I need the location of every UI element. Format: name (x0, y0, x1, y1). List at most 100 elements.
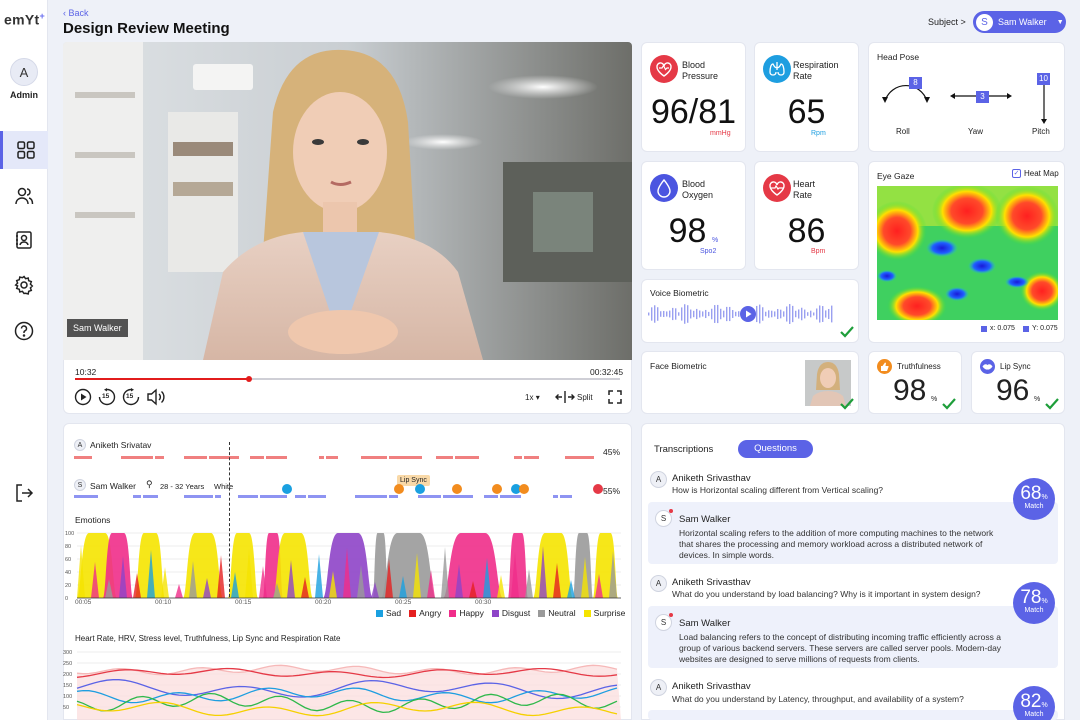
speaker-a-avatar: A (74, 439, 86, 451)
wave-bar (681, 307, 683, 321)
truth-check-icon (942, 398, 956, 410)
app-logo[interactable]: emYt+ (4, 11, 45, 28)
thumbs-up-icon (877, 359, 892, 374)
legend-item[interactable]: Angry (409, 608, 441, 618)
video-progress-track[interactable] (75, 376, 620, 382)
legend-item[interactable]: Surprise (583, 608, 626, 618)
emotion-spike (287, 560, 295, 598)
voice-play-icon[interactable] (740, 306, 756, 322)
volume-icon[interactable] (146, 388, 166, 406)
emotion-spike (175, 584, 183, 598)
answer-1-line-2: that shares the processing and memory wo… (679, 539, 983, 549)
speaker-s-age: 28 - 32 Years (160, 482, 205, 491)
speech-segment (553, 495, 558, 498)
legend-item[interactable]: Neutral (538, 608, 576, 618)
face-thumbnail (805, 360, 851, 406)
speech-segment (361, 456, 387, 459)
legend-item[interactable]: Sad (376, 608, 401, 618)
wave-bar (771, 310, 773, 318)
match-score-2: 78% Match (1013, 582, 1055, 624)
nav-contacts[interactable] (0, 221, 48, 259)
yaw-value: 3 (976, 91, 989, 103)
speech-segment (184, 495, 213, 498)
nav-logout[interactable] (0, 474, 48, 512)
speech-segment (308, 495, 326, 498)
heat-map-toggle[interactable]: ✓ Heat Map (1012, 169, 1059, 178)
emotion-spike (77, 545, 85, 598)
speech-segment (238, 495, 258, 498)
y-tick-label: 80 (65, 544, 71, 550)
legend-item[interactable]: Disgust (491, 608, 530, 618)
pitch-value: 10 (1037, 73, 1050, 85)
split-button[interactable]: Split (555, 391, 593, 403)
emotion-spike (343, 548, 351, 598)
wave-bar (783, 311, 785, 317)
legend-item[interactable]: Happy (449, 608, 484, 618)
lungs-icon (763, 55, 791, 83)
nav-dashboard[interactable] (0, 131, 48, 169)
vitals-series-line (76, 692, 618, 714)
play-icon[interactable] (74, 388, 92, 406)
answer-2-box (648, 606, 1058, 668)
wave-bar (735, 311, 737, 317)
legend-label: Neutral (548, 608, 576, 618)
nav-help[interactable] (0, 312, 48, 350)
fullscreen-icon[interactable] (608, 390, 622, 404)
location-pin-icon: ⚲ (146, 479, 153, 489)
subject-dropdown[interactable]: S Sam Walker ▼ (973, 11, 1066, 33)
emotion-spike (147, 550, 155, 598)
video-progress-handle[interactable] (246, 376, 253, 382)
speech-segment (74, 495, 98, 498)
wave-bar (798, 309, 800, 319)
wave-bar (654, 305, 656, 323)
y-tick-label: 250 (63, 661, 72, 667)
wave-bar (699, 310, 701, 318)
nav-settings[interactable] (0, 266, 48, 304)
forward-15-button[interactable]: 15 (122, 388, 140, 406)
emotion-spike (371, 582, 379, 598)
match-score-3: 82% Match (1013, 686, 1055, 720)
emotion-spike (399, 576, 407, 598)
lips-icon (980, 359, 995, 374)
wave-bar (696, 308, 698, 320)
tab-transcriptions[interactable]: Transcriptions (654, 444, 714, 455)
tab-questions[interactable]: Questions (738, 440, 813, 458)
user-role: Admin (10, 90, 38, 100)
answer-1-author: Sam Walker (679, 514, 731, 525)
speech-segment (133, 495, 141, 498)
legend-label: Surprise (593, 608, 626, 618)
wave-bar (723, 310, 725, 318)
speech-segment (326, 456, 338, 459)
video-frame (63, 42, 632, 360)
wave-bar (792, 305, 794, 323)
emotion-area (273, 533, 313, 598)
hr-value: 86 (787, 212, 826, 250)
video-player[interactable]: Sam Walker (63, 42, 632, 360)
lip-value: 96 (996, 374, 1030, 407)
transcript-card (641, 423, 1065, 720)
truth-percent: % (931, 396, 938, 403)
wave-bar (732, 310, 734, 318)
emotion-spike (161, 567, 169, 598)
emotion-spike (441, 547, 449, 598)
emotion-spike (301, 577, 309, 598)
gaze-y-readout: Y: 0.075 (1023, 325, 1058, 332)
back-link[interactable]: ‹ Back (63, 8, 89, 18)
rr-unit: Rpm (811, 130, 826, 137)
wave-bar (708, 311, 710, 317)
wave-bar (672, 307, 674, 321)
wave-bar (666, 311, 668, 317)
subject-label: Subject > (928, 17, 966, 27)
vitals-chart: 300 250 200 150 100 50 (63, 650, 621, 720)
playback-speed[interactable]: 1x ▾ (525, 393, 540, 402)
nav-users[interactable] (0, 177, 48, 215)
wave-bar (678, 312, 680, 316)
verified-check-icon (840, 326, 854, 338)
eye-gaze-heatmap (877, 186, 1058, 320)
wave-bar (813, 312, 815, 316)
rewind-15-button[interactable]: 15 (98, 388, 116, 406)
answer-2-avatar: S (655, 614, 672, 631)
participant-name-tag: Sam Walker (67, 319, 128, 337)
emotion-spike (469, 581, 477, 598)
user-avatar[interactable]: A (10, 58, 38, 86)
